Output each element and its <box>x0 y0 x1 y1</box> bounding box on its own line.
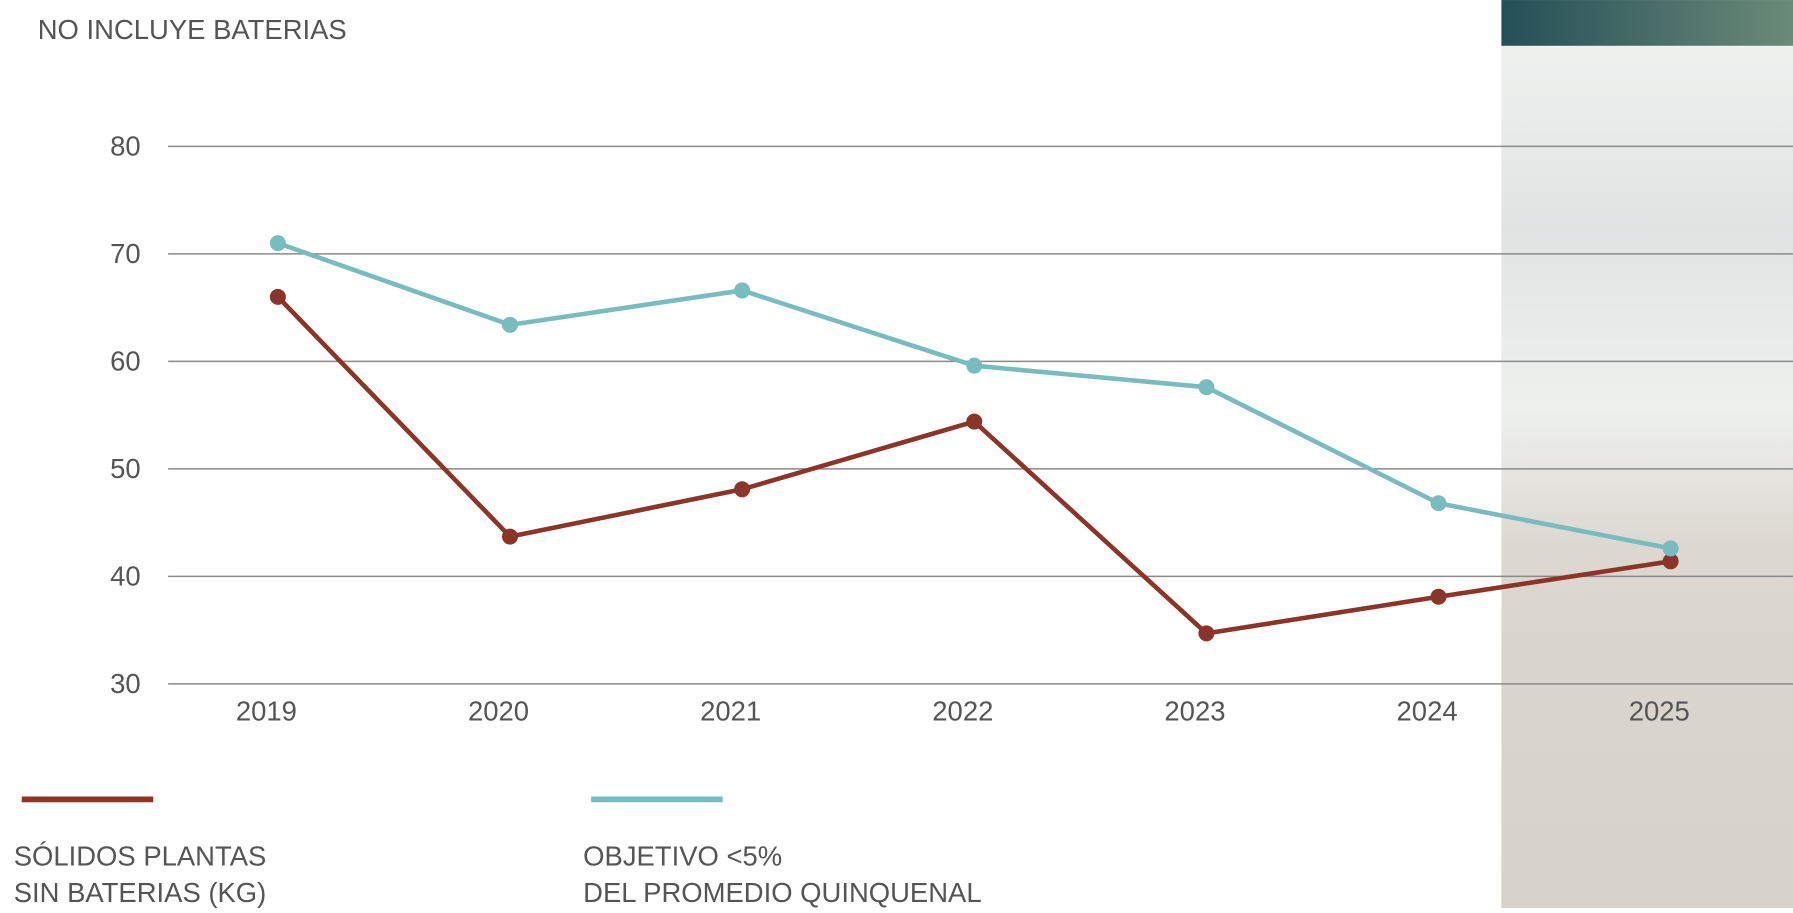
y-tick-label: 70 <box>110 238 141 269</box>
y-tick-label: 30 <box>110 668 141 699</box>
data-point <box>269 235 286 252</box>
x-tick-label: 2023 <box>1164 695 1225 726</box>
x-tick-label: 2024 <box>1397 695 1458 726</box>
data-point <box>1198 625 1215 642</box>
legend-label: SÓLIDOS PLANTAS SIN BATERIAS (KG) <box>14 841 267 908</box>
data-point <box>1662 553 1679 570</box>
data-point <box>269 288 286 305</box>
series-line <box>277 240 1672 551</box>
data-point <box>501 316 519 333</box>
legend-label: OBJETIVO <5% DEL PROMEDIO QUINQUENAL <box>583 841 981 908</box>
data-point <box>734 282 751 299</box>
x-tick-label: 2019 <box>236 695 297 726</box>
data-point <box>966 357 983 374</box>
data-point <box>1430 588 1447 605</box>
background-photo <box>1501 0 1793 908</box>
series-line <box>276 295 1671 636</box>
data-point <box>1198 379 1215 396</box>
y-tick-label: 80 <box>110 131 141 162</box>
chart-subtitle: NO INCLUYE BATERIAS <box>38 14 347 45</box>
data-point <box>734 481 751 498</box>
y-tick-label: 60 <box>110 346 141 377</box>
data-point <box>1430 495 1447 512</box>
plot: 30 40 50 60 70 80 2019 2020 2021 2022 2023 2024 2025… <box>14 131 1793 908</box>
x-tick-label: 2020 <box>468 695 529 726</box>
y-tick-label: 40 <box>110 561 141 592</box>
y-tick-label: 50 <box>110 453 141 484</box>
data-point <box>501 528 519 545</box>
x-tick-label: 2025 <box>1629 695 1690 726</box>
data-point <box>1662 540 1679 557</box>
x-tick-label: 2022 <box>932 695 993 726</box>
x-tick-label: 2021 <box>700 695 761 726</box>
data-point <box>966 413 983 430</box>
